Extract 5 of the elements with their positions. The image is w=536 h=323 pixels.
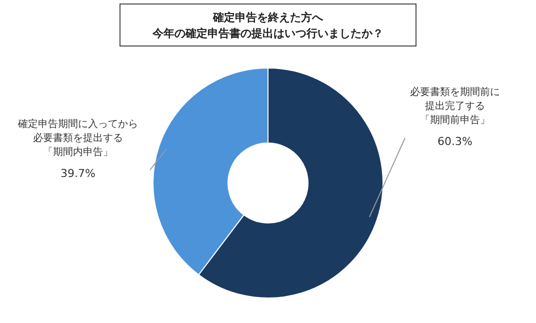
chart-title: 確定申告を終えた方へ今年の確定申告書の提出はいつ行いましたか？ xyxy=(152,11,384,40)
data-label: 60.3% xyxy=(438,135,472,148)
data-label: 39.7% xyxy=(60,167,96,180)
slice-label: 必要書類を期間前に提出完了する「期間前申告」 xyxy=(410,86,500,126)
slice-label: 確定申告期間に入ってから必要書類を提出する「期間内申告」 xyxy=(17,118,138,158)
